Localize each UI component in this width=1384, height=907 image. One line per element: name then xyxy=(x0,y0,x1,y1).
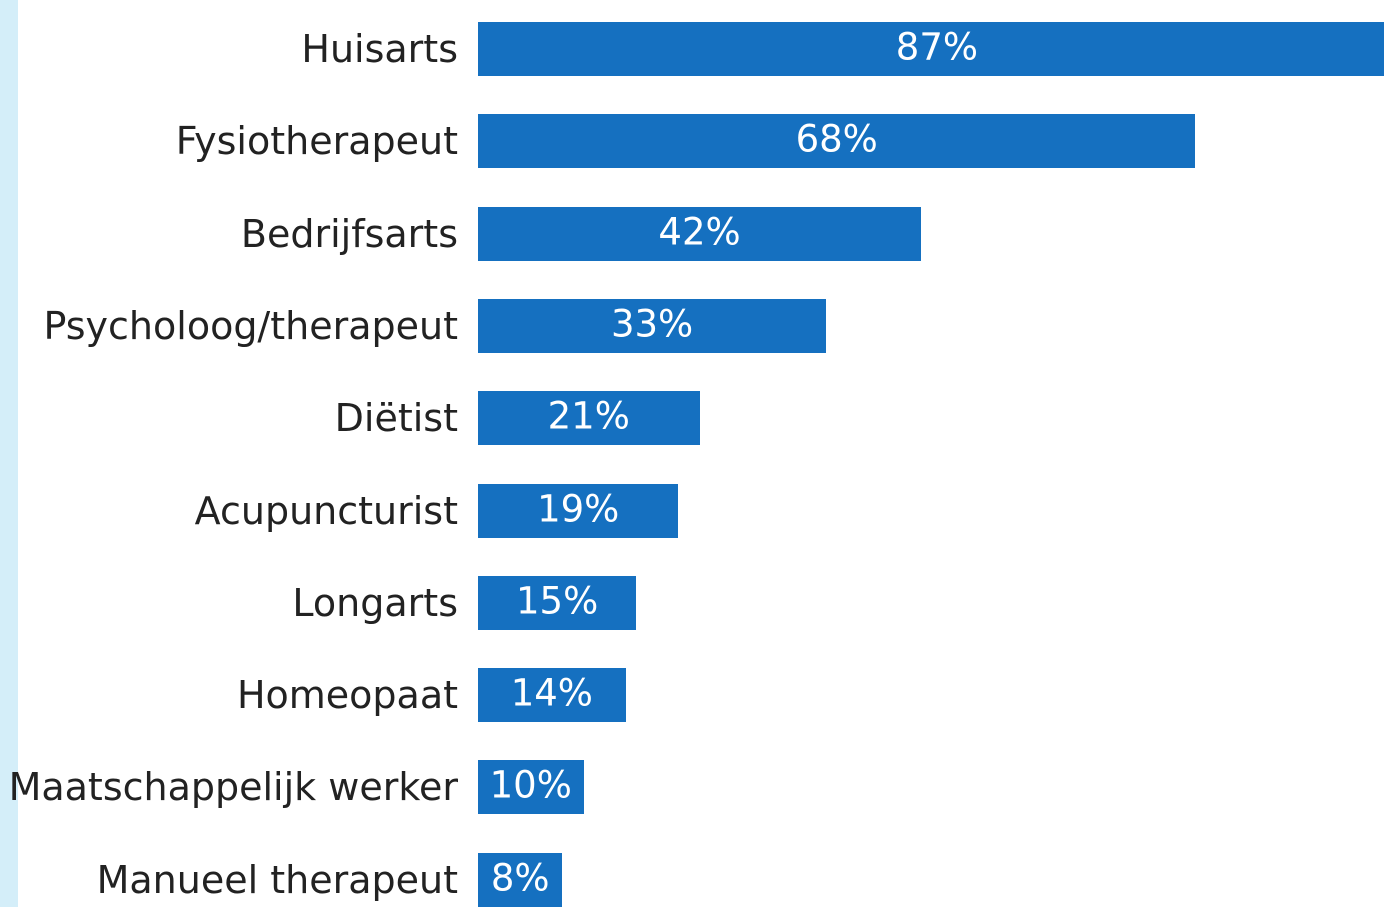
category-label: Diëtist xyxy=(334,396,458,441)
category-label: Bedrijfsarts xyxy=(240,211,458,256)
category-label: Psycholoog/therapeut xyxy=(43,303,459,348)
value-label: 14% xyxy=(510,671,593,715)
bar xyxy=(478,852,563,907)
value-label: 87% xyxy=(895,25,979,69)
value-label: 15% xyxy=(516,579,599,623)
category-label: Maatschappelijk werker xyxy=(8,765,458,810)
value-label: 42% xyxy=(658,210,741,254)
value-label: 10% xyxy=(489,763,572,807)
bar xyxy=(478,575,637,630)
value-label: 8% xyxy=(490,856,550,900)
bar xyxy=(478,114,1196,169)
bar xyxy=(478,668,626,723)
bar xyxy=(478,298,827,353)
category-label: Longarts xyxy=(292,580,458,625)
value-label: 33% xyxy=(610,302,694,346)
value-label: 19% xyxy=(537,487,620,530)
category-label: Acupuncturist xyxy=(194,488,458,533)
bar xyxy=(478,483,679,538)
value-label: 68% xyxy=(795,117,878,161)
category-label: Huisarts xyxy=(301,27,458,71)
category-label: Manueel therapeut xyxy=(96,857,458,902)
bar xyxy=(478,391,700,446)
value-label: 21% xyxy=(547,394,630,438)
category-label: Fysiotherapeut xyxy=(175,119,458,164)
side-strip xyxy=(0,0,18,907)
bar xyxy=(478,22,1384,76)
bar xyxy=(478,760,584,815)
category-label: Homeopaat xyxy=(236,673,458,718)
bar xyxy=(478,206,922,261)
